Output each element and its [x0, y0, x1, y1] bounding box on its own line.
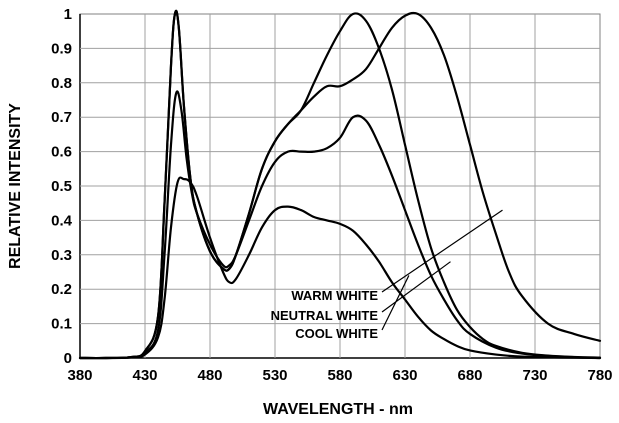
annotation-label: WARM WHITE [291, 288, 378, 303]
y-tick-label: 0.5 [51, 178, 72, 195]
series-line-2 [78, 90, 602, 360]
x-tick-label: 380 [67, 367, 92, 384]
y-tick-label: 0.3 [51, 247, 72, 264]
x-axis-title: WAVELENGTH - nm [263, 401, 413, 418]
x-tick-label: 680 [457, 367, 482, 384]
annotation-leader-line [381, 209, 503, 293]
x-tick-label: 430 [132, 367, 157, 384]
y-axis-title: RELATIVE INTENSITY [7, 103, 24, 269]
x-tick-label: 780 [587, 367, 612, 384]
annotation-leader-line [381, 261, 451, 313]
x-tick-label: 480 [197, 367, 222, 384]
y-tick-label: 0.2 [51, 281, 72, 298]
x-tick-label: 530 [262, 367, 287, 384]
annotations: WARM WHITE NEUTRAL WHITE COOL WHITE [271, 209, 503, 341]
x-tick-label: 630 [392, 367, 417, 384]
tick-labels: 380 430 480 530 580 630 680 730 780 0 0.1 0.2 0.3 0.4… [51, 6, 612, 384]
x-tick-label: 580 [327, 367, 352, 384]
annotation-label: COOL WHITE [295, 326, 378, 341]
y-tick-label: 1 [64, 6, 72, 23]
y-tick-label: 0.1 [51, 316, 72, 333]
y-tick-label: 0.4 [51, 212, 73, 229]
annotation-label: NEUTRAL WHITE [271, 308, 379, 323]
y-tick-label: 0.8 [51, 75, 72, 92]
y-tick-label: 0.6 [51, 144, 72, 161]
series-line-4 [78, 9, 602, 360]
y-tick-label: 0 [64, 350, 72, 367]
series-lines [78, 9, 602, 360]
y-tick-label: 0.9 [51, 40, 72, 57]
y-tick-label: 0.7 [51, 109, 72, 126]
annotation-leader-line [381, 275, 410, 331]
series-line-1 [78, 176, 602, 360]
x-tick-label: 730 [522, 367, 547, 384]
